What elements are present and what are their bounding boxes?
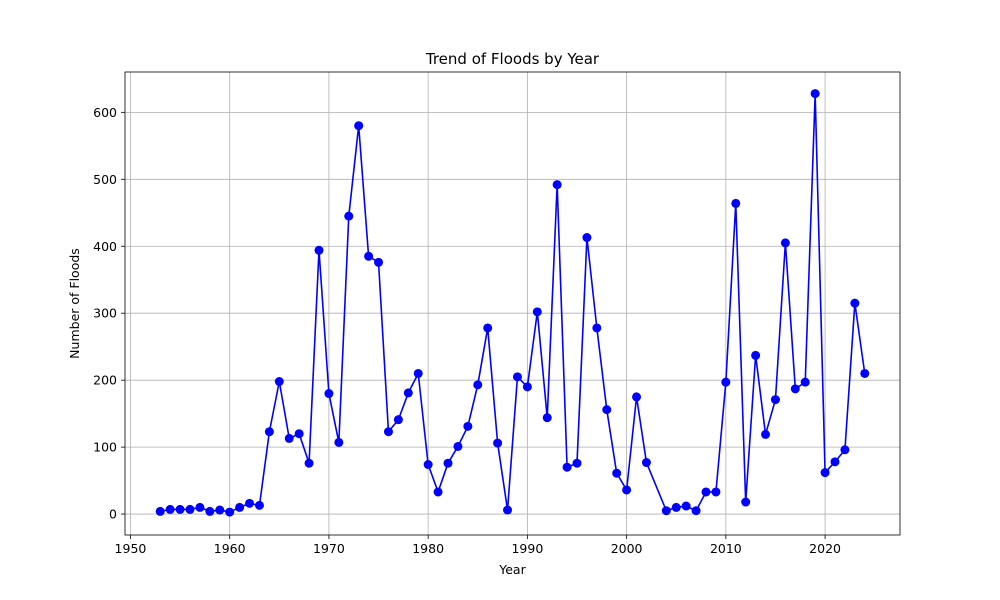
data-point — [592, 323, 602, 333]
x-tick-label: 2000 — [611, 541, 643, 556]
y-tick-label: 300 — [93, 306, 117, 321]
data-point — [284, 433, 294, 443]
data-point — [423, 460, 433, 470]
x-tick-label: 2010 — [710, 541, 742, 556]
data-point — [443, 458, 453, 468]
data-point — [582, 233, 592, 243]
y-tick-label: 600 — [93, 105, 117, 120]
data-point — [840, 445, 850, 455]
chart-title: Trend of Floods by Year — [425, 50, 600, 68]
data-point — [661, 506, 671, 516]
data-point — [254, 500, 264, 510]
y-axis-title: Number of Floods — [67, 248, 82, 359]
data-point — [503, 505, 513, 515]
data-point — [374, 257, 384, 267]
data-point — [850, 298, 860, 308]
x-tick-label: 1970 — [313, 541, 345, 556]
axis-ticks: 1950 1960 1970 1980 1990 2000 2010 2020 0 100 200 3… — [93, 105, 841, 556]
data-point — [413, 368, 423, 378]
y-tick-label: 500 — [93, 172, 117, 187]
data-point — [314, 245, 324, 255]
data-point — [195, 502, 205, 512]
data-point — [761, 429, 771, 439]
x-tick-label: 1960 — [214, 541, 246, 556]
x-axis-title: Year — [498, 562, 526, 577]
data-point — [770, 395, 780, 405]
data-point — [185, 504, 195, 514]
data-point — [264, 427, 274, 437]
y-tick-label: 0 — [109, 507, 117, 522]
data-point — [860, 368, 870, 378]
x-tick-label: 2020 — [809, 541, 841, 556]
data-point — [354, 121, 364, 131]
data-point — [641, 458, 651, 468]
data-point — [780, 238, 790, 248]
grid-lines — [125, 72, 900, 535]
data-point — [393, 415, 403, 425]
data-point — [205, 506, 215, 516]
data-point — [522, 382, 532, 392]
x-tick-label: 1980 — [412, 541, 444, 556]
data-point — [681, 501, 691, 511]
data-point — [245, 498, 255, 508]
data-point — [830, 457, 840, 467]
data-point — [483, 323, 493, 333]
data-point — [364, 251, 374, 261]
data-point — [235, 502, 245, 512]
data-point — [721, 377, 731, 387]
data-point — [512, 372, 522, 382]
data-point — [552, 180, 562, 190]
data-point — [820, 468, 830, 478]
data-point — [294, 429, 304, 439]
y-tick-label: 400 — [93, 239, 117, 254]
data-point — [493, 438, 503, 448]
data-point — [453, 441, 463, 451]
series-layer — [155, 89, 870, 517]
data-point — [711, 487, 721, 497]
data-point — [155, 506, 165, 516]
data-point — [175, 504, 185, 514]
data-point — [433, 487, 443, 497]
data-point — [334, 437, 344, 447]
y-tick-label: 100 — [93, 440, 117, 455]
data-point — [344, 211, 354, 221]
data-point — [383, 427, 393, 437]
data-point — [403, 388, 413, 398]
data-point — [602, 405, 612, 415]
data-point — [800, 377, 810, 387]
data-point — [542, 413, 552, 423]
data-point — [691, 506, 701, 516]
data-point — [165, 504, 175, 514]
data-point — [701, 487, 711, 497]
data-point — [304, 458, 314, 468]
data-point — [274, 377, 284, 387]
data-point — [572, 458, 582, 468]
data-point — [622, 485, 632, 495]
data-point — [790, 384, 800, 394]
data-point — [632, 392, 642, 402]
data-point — [671, 502, 681, 512]
data-point — [215, 505, 225, 515]
x-tick-label: 1990 — [511, 541, 543, 556]
y-tick-label: 200 — [93, 373, 117, 388]
x-tick-label: 1950 — [115, 541, 147, 556]
series-line — [160, 92, 866, 513]
data-point — [324, 389, 334, 399]
data-point — [532, 307, 542, 317]
data-point — [225, 507, 235, 517]
data-point — [463, 421, 473, 431]
data-point — [473, 380, 483, 390]
data-point — [562, 462, 572, 472]
data-point — [612, 468, 622, 478]
plot-frame — [124, 71, 901, 536]
data-point — [810, 89, 820, 99]
data-point — [741, 497, 751, 507]
data-point — [751, 350, 761, 360]
data-point — [731, 198, 741, 208]
